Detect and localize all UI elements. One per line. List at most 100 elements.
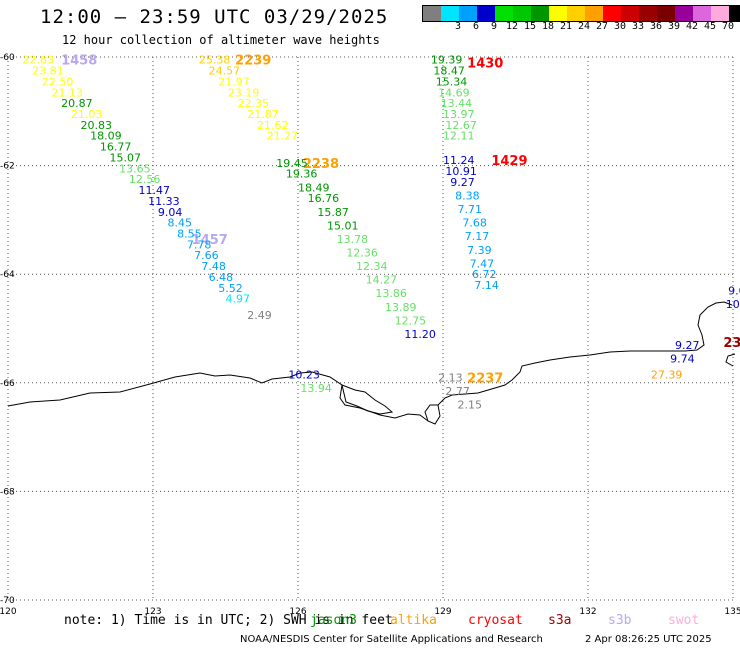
- wave-height-value: 5.52: [218, 282, 243, 295]
- wave-height-values: 22.8323.8122.5021.1320.8721.0320.8318.09…: [23, 54, 740, 412]
- legend-swatch: [495, 6, 513, 21]
- wave-height-value: 7.17: [465, 230, 490, 243]
- wave-height-value: 21.27: [267, 130, 299, 143]
- wave-height-value: 25.38: [199, 54, 231, 67]
- wave-height-value: 21.13: [52, 86, 84, 99]
- wave-height-value: 7.68: [462, 217, 487, 230]
- wave-height-value: 20.87: [61, 97, 93, 110]
- pass-number-label: 1430: [467, 56, 503, 71]
- wave-height-value: 20.83: [81, 119, 113, 132]
- legend-label: 70: [721, 21, 735, 32]
- legend-label: 30: [613, 21, 627, 32]
- wave-height-value: 10.23: [288, 369, 320, 382]
- lon-tick-label: 120: [0, 607, 17, 617]
- pass-number-label: 2239: [235, 54, 271, 69]
- pass-number-label: 234: [723, 336, 740, 351]
- satellite-legend-item: jason3: [310, 613, 357, 628]
- wave-height-value: 12.56: [129, 173, 161, 186]
- legend-swatch: [441, 6, 459, 21]
- wave-height-value: 7.71: [458, 203, 483, 216]
- wave-height-value: 19.36: [286, 168, 318, 181]
- legend-label: 24: [577, 21, 591, 32]
- wave-height-value: 8.55: [177, 227, 202, 240]
- satellite-legend-item: swot: [668, 613, 700, 628]
- legend-swatch: [459, 6, 477, 21]
- legend-swatch: [585, 6, 603, 21]
- page-title: 12:00 – 23:59 UTC 03/29/2025: [40, 6, 389, 28]
- legend-swatch: [639, 6, 657, 21]
- legend-swatch: [675, 6, 693, 21]
- wave-height-value: 15.34: [436, 75, 468, 88]
- wave-height-value: 9.27: [450, 176, 475, 189]
- wave-height-value: 22.83: [23, 54, 55, 67]
- pass-number-label: 2237: [467, 371, 503, 386]
- wave-height-value: 13.89: [385, 301, 417, 314]
- pass-number-label: 1457: [192, 233, 228, 248]
- wave-height-value: 2.49: [247, 309, 272, 322]
- legend-swatch: [711, 6, 729, 21]
- legend-label: 39: [667, 21, 681, 32]
- axis-tick-labels: 120 123 126 129 132 135 -60 -62 -64 -66 -68 -70: [0, 53, 740, 617]
- lat-lon-grid: [7, 56, 734, 601]
- legend-label: 33: [631, 21, 645, 32]
- legend-label: 42: [685, 21, 699, 32]
- wave-height-value: 7.14: [474, 279, 499, 292]
- legend-label: 21: [559, 21, 573, 32]
- antarctic-coastline: [7, 301, 736, 425]
- wave-height-value: 19.39: [431, 54, 463, 67]
- satellite-legend-item: s3b: [608, 613, 632, 628]
- wave-height-value: 11.47: [139, 184, 171, 197]
- legend-label: 6: [472, 21, 480, 32]
- coastline-inlet: [341, 384, 394, 415]
- wave-height-value: 15.07: [110, 151, 142, 164]
- coastline-main: [7, 301, 736, 425]
- wave-height-value: 24.57: [209, 65, 241, 78]
- lat-tick-label: -70: [0, 596, 15, 606]
- lat-tick-label: -60: [0, 53, 15, 63]
- lon-tick-label: 135: [724, 607, 740, 617]
- wave-height-value: 11.33: [148, 195, 180, 208]
- wave-height-value: 7.66: [194, 249, 219, 262]
- wave-height-value: 12.11: [443, 130, 475, 143]
- legend-swatch: [423, 6, 441, 21]
- wave-height-value: 22.35: [238, 97, 269, 110]
- legend-label: 27: [595, 21, 609, 32]
- wave-height-value: 11.24: [443, 154, 475, 167]
- wave-height-value: 10.91: [445, 165, 477, 178]
- wave-height-value: 18.47: [433, 65, 465, 78]
- wave-height-value: 2.15: [458, 399, 483, 412]
- wave-height-value: 10.46: [726, 298, 740, 311]
- wave-height-value: 14.69: [438, 86, 470, 99]
- wave-height-value: 12.67: [445, 119, 477, 132]
- pass-number-label: 1458: [61, 54, 97, 69]
- wave-height-value: 23.81: [32, 65, 64, 78]
- legend-label: 12: [505, 21, 519, 32]
- wave-height-value: 14.27: [366, 274, 398, 287]
- lon-tick-label: 126: [289, 607, 306, 617]
- wave-height-value: 7.48: [201, 260, 226, 273]
- wave-height-value: 12.36: [346, 246, 378, 259]
- legend-swatch: [567, 6, 585, 21]
- page-subtitle: 12 hour collection of altimeter wave hei…: [62, 33, 380, 47]
- wave-height-value: 9.0: [728, 284, 740, 297]
- wave-height-value: 13.94: [300, 382, 332, 395]
- legend-swatch: [513, 6, 531, 21]
- wave-height-value: 2.77: [445, 385, 470, 398]
- lon-tick-label: 132: [579, 607, 596, 617]
- wave-height-value: 18.49: [298, 181, 330, 194]
- wave-height-value: 16.76: [308, 192, 340, 205]
- wave-height-value: 23.19: [228, 86, 260, 99]
- legend-label: 36: [649, 21, 663, 32]
- wave-height-value: 8.45: [168, 217, 193, 230]
- wave-height-value: 27.39: [651, 369, 683, 382]
- legend-label: 9: [490, 21, 498, 32]
- wave-height-value: 21.62: [257, 119, 289, 132]
- legend-swatch: [729, 6, 740, 21]
- wave-height-value: 7.78: [187, 238, 212, 251]
- wave-height-value: 13.86: [375, 287, 407, 300]
- wave-height-value: 12.34: [356, 260, 388, 273]
- wave-height-value: 13.97: [443, 108, 475, 121]
- wave-height-color-legend: [422, 5, 740, 22]
- wave-height-value: 21.87: [247, 108, 279, 121]
